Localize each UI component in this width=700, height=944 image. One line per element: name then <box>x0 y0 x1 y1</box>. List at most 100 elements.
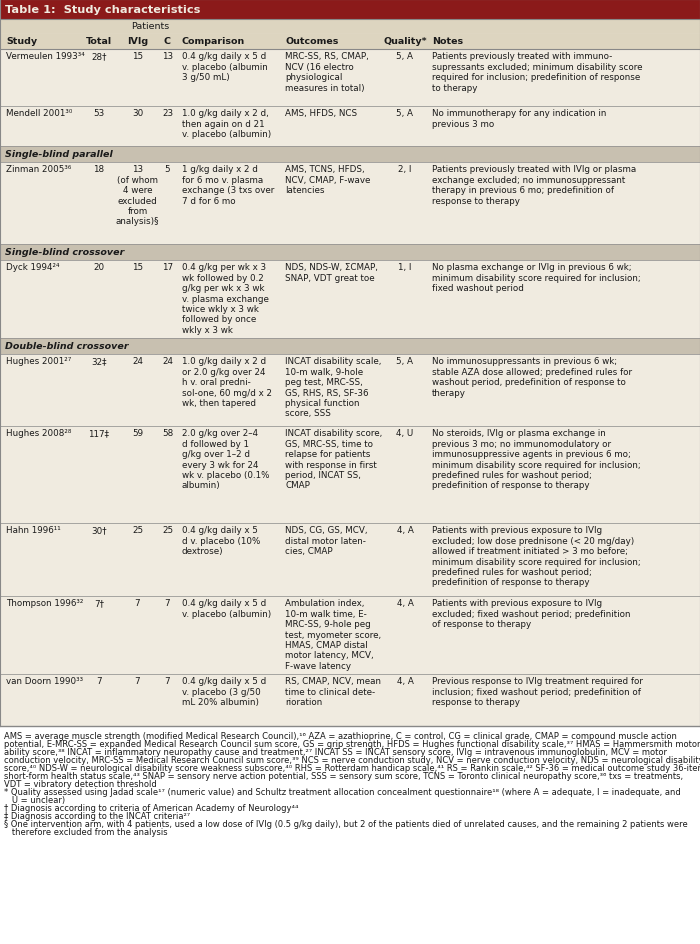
Text: 5: 5 <box>164 165 170 175</box>
Text: conduction velocity, MRC-SS = Medical Research Council sum score,³⁹ NCS = nerve : conduction velocity, MRC-SS = Medical Re… <box>4 755 700 765</box>
Text: 2.0 g/kg over 2–4
d followed by 1
g/kg over 1–2 d
every 3 wk for 24
wk v. placeb: 2.0 g/kg over 2–4 d followed by 1 g/kg o… <box>182 429 270 490</box>
Text: 7: 7 <box>134 677 140 685</box>
Text: 7: 7 <box>164 598 170 608</box>
Text: Mendell 2001³⁰: Mendell 2001³⁰ <box>6 110 72 118</box>
Bar <box>0 427 700 523</box>
Text: No steroids, IVIg or plasma exchange in
previous 3 mo; no immunomodulatory or
im: No steroids, IVIg or plasma exchange in … <box>432 429 640 490</box>
Text: Zinman 2005³⁶: Zinman 2005³⁶ <box>6 165 71 175</box>
Text: Patients: Patients <box>131 23 169 31</box>
Text: Outcomes: Outcomes <box>285 38 338 46</box>
Text: 58: 58 <box>162 429 173 438</box>
Text: 32‡: 32‡ <box>91 357 106 366</box>
Text: IVIg: IVIg <box>127 38 148 46</box>
Bar <box>0 674 700 726</box>
Text: INCAT disability scale,
10-m walk, 9-hole
peg test, MRC-SS,
GS, RHS, RS, SF-36
p: INCAT disability scale, 10-m walk, 9-hol… <box>285 357 382 418</box>
Bar <box>0 107 700 147</box>
Text: Hahn 1996¹¹: Hahn 1996¹¹ <box>6 526 61 535</box>
Text: Patients with previous exposure to IVIg
excluded; fixed washout period; predefin: Patients with previous exposure to IVIg … <box>432 598 631 629</box>
Text: 5, A: 5, A <box>396 357 414 366</box>
Text: 1.0 g/kg daily x 2 d,
then again on d 21
v. placebo (albumin): 1.0 g/kg daily x 2 d, then again on d 21… <box>182 110 272 139</box>
Text: 7†: 7† <box>94 598 104 608</box>
Text: U = unclear): U = unclear) <box>4 795 65 804</box>
Text: 0.4 g/kg per wk x 3
wk followed by 0.2
g/kg per wk x 3 wk
v. plasma exchange
twi: 0.4 g/kg per wk x 3 wk followed by 0.2 g… <box>182 263 269 334</box>
Text: 0.4 g/kg daily x 5 d
v. placebo (3 g/50
mL 20% albumin): 0.4 g/kg daily x 5 d v. placebo (3 g/50 … <box>182 677 266 706</box>
Bar <box>0 355 700 427</box>
Text: ‡ Diagnosis according to the INCAT criteria²⁷: ‡ Diagnosis according to the INCAT crite… <box>4 811 190 820</box>
Text: Vermeulen 1993³⁴: Vermeulen 1993³⁴ <box>6 53 85 61</box>
Text: 4, A: 4, A <box>397 677 414 685</box>
Text: Single-blind parallel: Single-blind parallel <box>5 150 113 160</box>
Bar <box>0 339 700 355</box>
Text: Patients previously treated with immuno-
supressants excluded; minimum disabilit: Patients previously treated with immuno-… <box>432 53 643 93</box>
Text: 13
(of whom
4 were
excluded
from
analysis)§: 13 (of whom 4 were excluded from analysi… <box>116 165 160 227</box>
Text: AMS, HFDS, NCS: AMS, HFDS, NCS <box>285 110 357 118</box>
Text: Previous response to IVIg treatment required for
inclusion; fixed washout period: Previous response to IVIg treatment requ… <box>432 677 643 706</box>
Text: Dyck 1994²⁴: Dyck 1994²⁴ <box>6 263 60 272</box>
Text: score,⁴⁰ NDS-W = neurological disability score weakness subscore,⁴⁰ RHS = Rotter: score,⁴⁰ NDS-W = neurological disability… <box>4 763 700 772</box>
Text: No immunotherapy for any indication in
previous 3 mo: No immunotherapy for any indication in p… <box>432 110 606 128</box>
Text: * Quality assessed using Jadad scale¹⁷ (numeric value) and Schultz treatment all: * Quality assessed using Jadad scale¹⁷ (… <box>4 787 680 796</box>
Text: 2, I: 2, I <box>398 165 412 175</box>
Text: 18: 18 <box>93 165 104 175</box>
Text: No immunosuppressants in previous 6 wk;
stable AZA dose allowed; predefined rule: No immunosuppressants in previous 6 wk; … <box>432 357 632 397</box>
Text: NDS, CG, GS, MCV,
distal motor laten-
cies, CMAP: NDS, CG, GS, MCV, distal motor laten- ci… <box>285 526 368 556</box>
Text: 1 g/kg daily x 2 d
for 6 mo v. plasma
exchange (3 txs over
7 d for 6 mo: 1 g/kg daily x 2 d for 6 mo v. plasma ex… <box>182 165 274 206</box>
Text: Total: Total <box>86 38 112 46</box>
Bar <box>0 20 700 34</box>
Text: Patients previously treated with IVIg or plasma
exchange excluded; no immunosupp: Patients previously treated with IVIg or… <box>432 165 636 206</box>
Text: Ambulation index,
10-m walk time, E-
MRC-SS, 9-hole peg
test, myometer score,
HM: Ambulation index, 10-m walk time, E- MRC… <box>285 598 381 670</box>
Text: Quality*: Quality* <box>383 38 427 46</box>
Bar <box>0 597 700 674</box>
Text: 4, U: 4, U <box>396 429 414 438</box>
Text: 117‡: 117‡ <box>88 429 109 438</box>
Text: C: C <box>164 38 171 46</box>
Text: 5, A: 5, A <box>396 53 414 61</box>
Text: 17: 17 <box>162 263 173 272</box>
Text: 0.4 g/kg daily x 5 d
v. placebo (albumin
3 g/50 mL): 0.4 g/kg daily x 5 d v. placebo (albumin… <box>182 53 267 82</box>
Text: Single-blind crossover: Single-blind crossover <box>5 248 125 257</box>
Text: 25: 25 <box>132 526 143 535</box>
Bar <box>0 0 700 20</box>
Text: 15: 15 <box>132 263 143 272</box>
Text: AMS = average muscle strength (modified Medical Research Council),¹⁶ AZA = azath: AMS = average muscle strength (modified … <box>4 732 677 740</box>
Text: 7: 7 <box>164 677 170 685</box>
Text: van Doorn 1990³³: van Doorn 1990³³ <box>6 677 83 685</box>
Text: Study: Study <box>6 38 37 46</box>
Text: Hughes 2008²⁸: Hughes 2008²⁸ <box>6 429 71 438</box>
Text: NDS, NDS-W, ΣCMAP,
SNAP, VDT great toe: NDS, NDS-W, ΣCMAP, SNAP, VDT great toe <box>285 263 378 282</box>
Text: † Diagnosis according to criteria of American Academy of Neurology⁴⁴: † Diagnosis according to criteria of Ame… <box>4 803 298 812</box>
Text: therefore excluded from the analysis: therefore excluded from the analysis <box>4 827 167 836</box>
Text: 5, A: 5, A <box>396 110 414 118</box>
Text: No plasma exchange or IVIg in previous 6 wk;
minimum disability score required f: No plasma exchange or IVIg in previous 6… <box>432 263 640 293</box>
Text: Hughes 2001²⁷: Hughes 2001²⁷ <box>6 357 71 366</box>
Text: Thompson 1996³²: Thompson 1996³² <box>6 598 83 608</box>
Text: RS, CMAP, NCV, mean
time to clinical dete-
rioration: RS, CMAP, NCV, mean time to clinical det… <box>285 677 381 706</box>
Text: MRC-SS, RS, CMAP,
NCV (16 electro
physiological
measures in total): MRC-SS, RS, CMAP, NCV (16 electro physio… <box>285 53 369 93</box>
Text: 23: 23 <box>162 110 173 118</box>
Text: 4, A: 4, A <box>397 598 414 608</box>
Text: 1, I: 1, I <box>398 263 412 272</box>
Text: 28†: 28† <box>91 53 106 61</box>
Text: Double-blind crossover: Double-blind crossover <box>5 342 129 351</box>
Bar <box>0 34 700 50</box>
Text: 25: 25 <box>162 526 173 535</box>
Text: VDT = vibratory detection threshold: VDT = vibratory detection threshold <box>4 779 157 788</box>
Text: short-form health status scale,⁴³ SNAP = sensory nerve action potential, SSS = s: short-form health status scale,⁴³ SNAP =… <box>4 771 683 780</box>
Text: 30: 30 <box>132 110 143 118</box>
Text: Comparison: Comparison <box>182 38 245 46</box>
Text: 7: 7 <box>96 677 101 685</box>
Text: ability score,³⁸ INCAT = inflammatory neuropathy cause and treatment,²⁷ INCAT SS: ability score,³⁸ INCAT = inflammatory ne… <box>4 748 667 756</box>
Text: 15: 15 <box>132 53 143 61</box>
Text: INCAT disability score,
GS, MRC-SS, time to
relapse for patients
with response i: INCAT disability score, GS, MRC-SS, time… <box>285 429 382 490</box>
Text: Patients with previous exposure to IVIg
excluded; low dose prednisone (< 20 mg/d: Patients with previous exposure to IVIg … <box>432 526 640 587</box>
Text: 53: 53 <box>93 110 104 118</box>
Text: 0.4 g/kg daily x 5 d
v. placebo (albumin): 0.4 g/kg daily x 5 d v. placebo (albumin… <box>182 598 272 618</box>
Text: 7: 7 <box>134 598 140 608</box>
Bar <box>0 523 700 597</box>
Text: Table 1:  Study characteristics: Table 1: Study characteristics <box>5 5 200 15</box>
Text: Notes: Notes <box>432 38 463 46</box>
Text: AMS, TCNS, HFDS,
NCV, CMAP, F-wave
latencies: AMS, TCNS, HFDS, NCV, CMAP, F-wave laten… <box>285 165 370 195</box>
Text: 0.4 g/kg daily x 5
d v. placebo (10%
dextrose): 0.4 g/kg daily x 5 d v. placebo (10% dex… <box>182 526 260 556</box>
Text: potential, E-MRC-SS = expanded Medical Research Council sum score, GS = grip str: potential, E-MRC-SS = expanded Medical R… <box>4 739 700 749</box>
Bar <box>0 50 700 107</box>
